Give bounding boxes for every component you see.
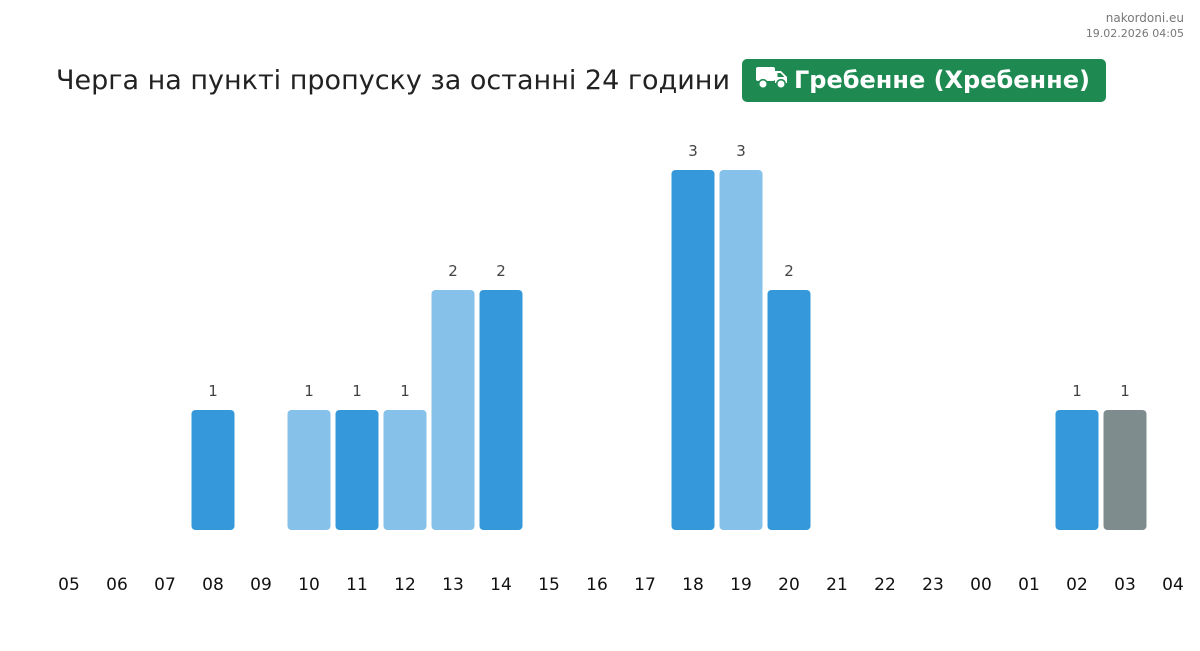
bar-02[interactable] (1055, 410, 1099, 530)
x-tick-label-12: 12 (394, 575, 416, 595)
x-tick-label-03: 03 (1114, 575, 1136, 595)
bar-14[interactable] (479, 290, 523, 530)
site-info: nakordoni.eu 19.02.2026 04:05 (1086, 10, 1184, 42)
bar-value-label-02: 1 (1072, 382, 1082, 400)
bar-08[interactable] (191, 410, 235, 530)
chart-title: Черга на пункті пропуску за останні 24 г… (56, 64, 730, 96)
x-tick-label-01: 01 (1018, 575, 1040, 595)
bar-12[interactable] (383, 410, 427, 530)
x-tick-label-23: 23 (922, 575, 944, 595)
bar-value-label-13: 2 (448, 262, 458, 280)
bar-value-label-10: 1 (304, 382, 314, 400)
bar-03[interactable] (1103, 410, 1147, 530)
bar-value-label-03: 1 (1120, 382, 1130, 400)
bar-13[interactable] (431, 290, 475, 530)
bar-value-label-08: 1 (208, 382, 218, 400)
bar-19[interactable] (719, 170, 763, 530)
bar-value-label-18: 3 (688, 142, 698, 160)
x-tick-label-02: 02 (1066, 575, 1088, 595)
x-tick-label-10: 10 (298, 575, 320, 595)
x-tick-label-05: 05 (58, 575, 80, 595)
x-axis-ticks: 05 06 07 08 09 10 11 12 13 14 15 16 17 18 19 20 21 22 23 00… (58, 575, 1184, 595)
x-tick-label-22: 22 (874, 575, 896, 595)
chart-header: Черга на пункті пропуску за останні 24 г… (56, 58, 1106, 102)
x-tick-label-16: 16 (586, 575, 608, 595)
value-labels-layer: 1 1 1 1 2 2 3 3 2 1 1 (208, 142, 1130, 400)
x-tick-label-06: 06 (106, 575, 128, 595)
bar-value-label-20: 2 (784, 262, 794, 280)
x-tick-label-17: 17 (634, 575, 656, 595)
site-name[interactable]: nakordoni.eu (1105, 11, 1184, 25)
x-tick-label-20: 20 (778, 575, 800, 595)
bar-11[interactable] (335, 410, 379, 530)
checkpoint-badge: Гребенне (Хребенне) (742, 58, 1106, 102)
x-tick-label-15: 15 (538, 575, 560, 595)
bar-value-label-14: 2 (496, 262, 506, 280)
x-tick-label-18: 18 (682, 575, 704, 595)
bar-18[interactable] (671, 170, 715, 530)
x-tick-label-09: 09 (250, 575, 272, 595)
truck-icon (756, 64, 794, 96)
x-tick-label-19: 19 (730, 575, 752, 595)
x-tick-label-11: 11 (346, 575, 368, 595)
x-tick-label-04: 04 (1162, 575, 1184, 595)
bars-layer (191, 170, 1147, 530)
bar-value-label-19: 3 (736, 142, 746, 160)
x-tick-label-00: 00 (970, 575, 992, 595)
bar-20[interactable] (767, 290, 811, 530)
x-tick-label-21: 21 (826, 575, 848, 595)
bar-value-label-12: 1 (400, 382, 410, 400)
x-tick-label-08: 08 (202, 575, 224, 595)
bar-10[interactable] (287, 410, 331, 530)
x-tick-label-07: 07 (154, 575, 176, 595)
checkpoint-name: Гребенне (Хребенне) (794, 66, 1090, 94)
x-tick-label-14: 14 (490, 575, 512, 595)
x-tick-label-13: 13 (442, 575, 464, 595)
update-timestamp: 19.02.2026 04:05 (1085, 27, 1184, 40)
bar-value-label-11: 1 (352, 382, 362, 400)
